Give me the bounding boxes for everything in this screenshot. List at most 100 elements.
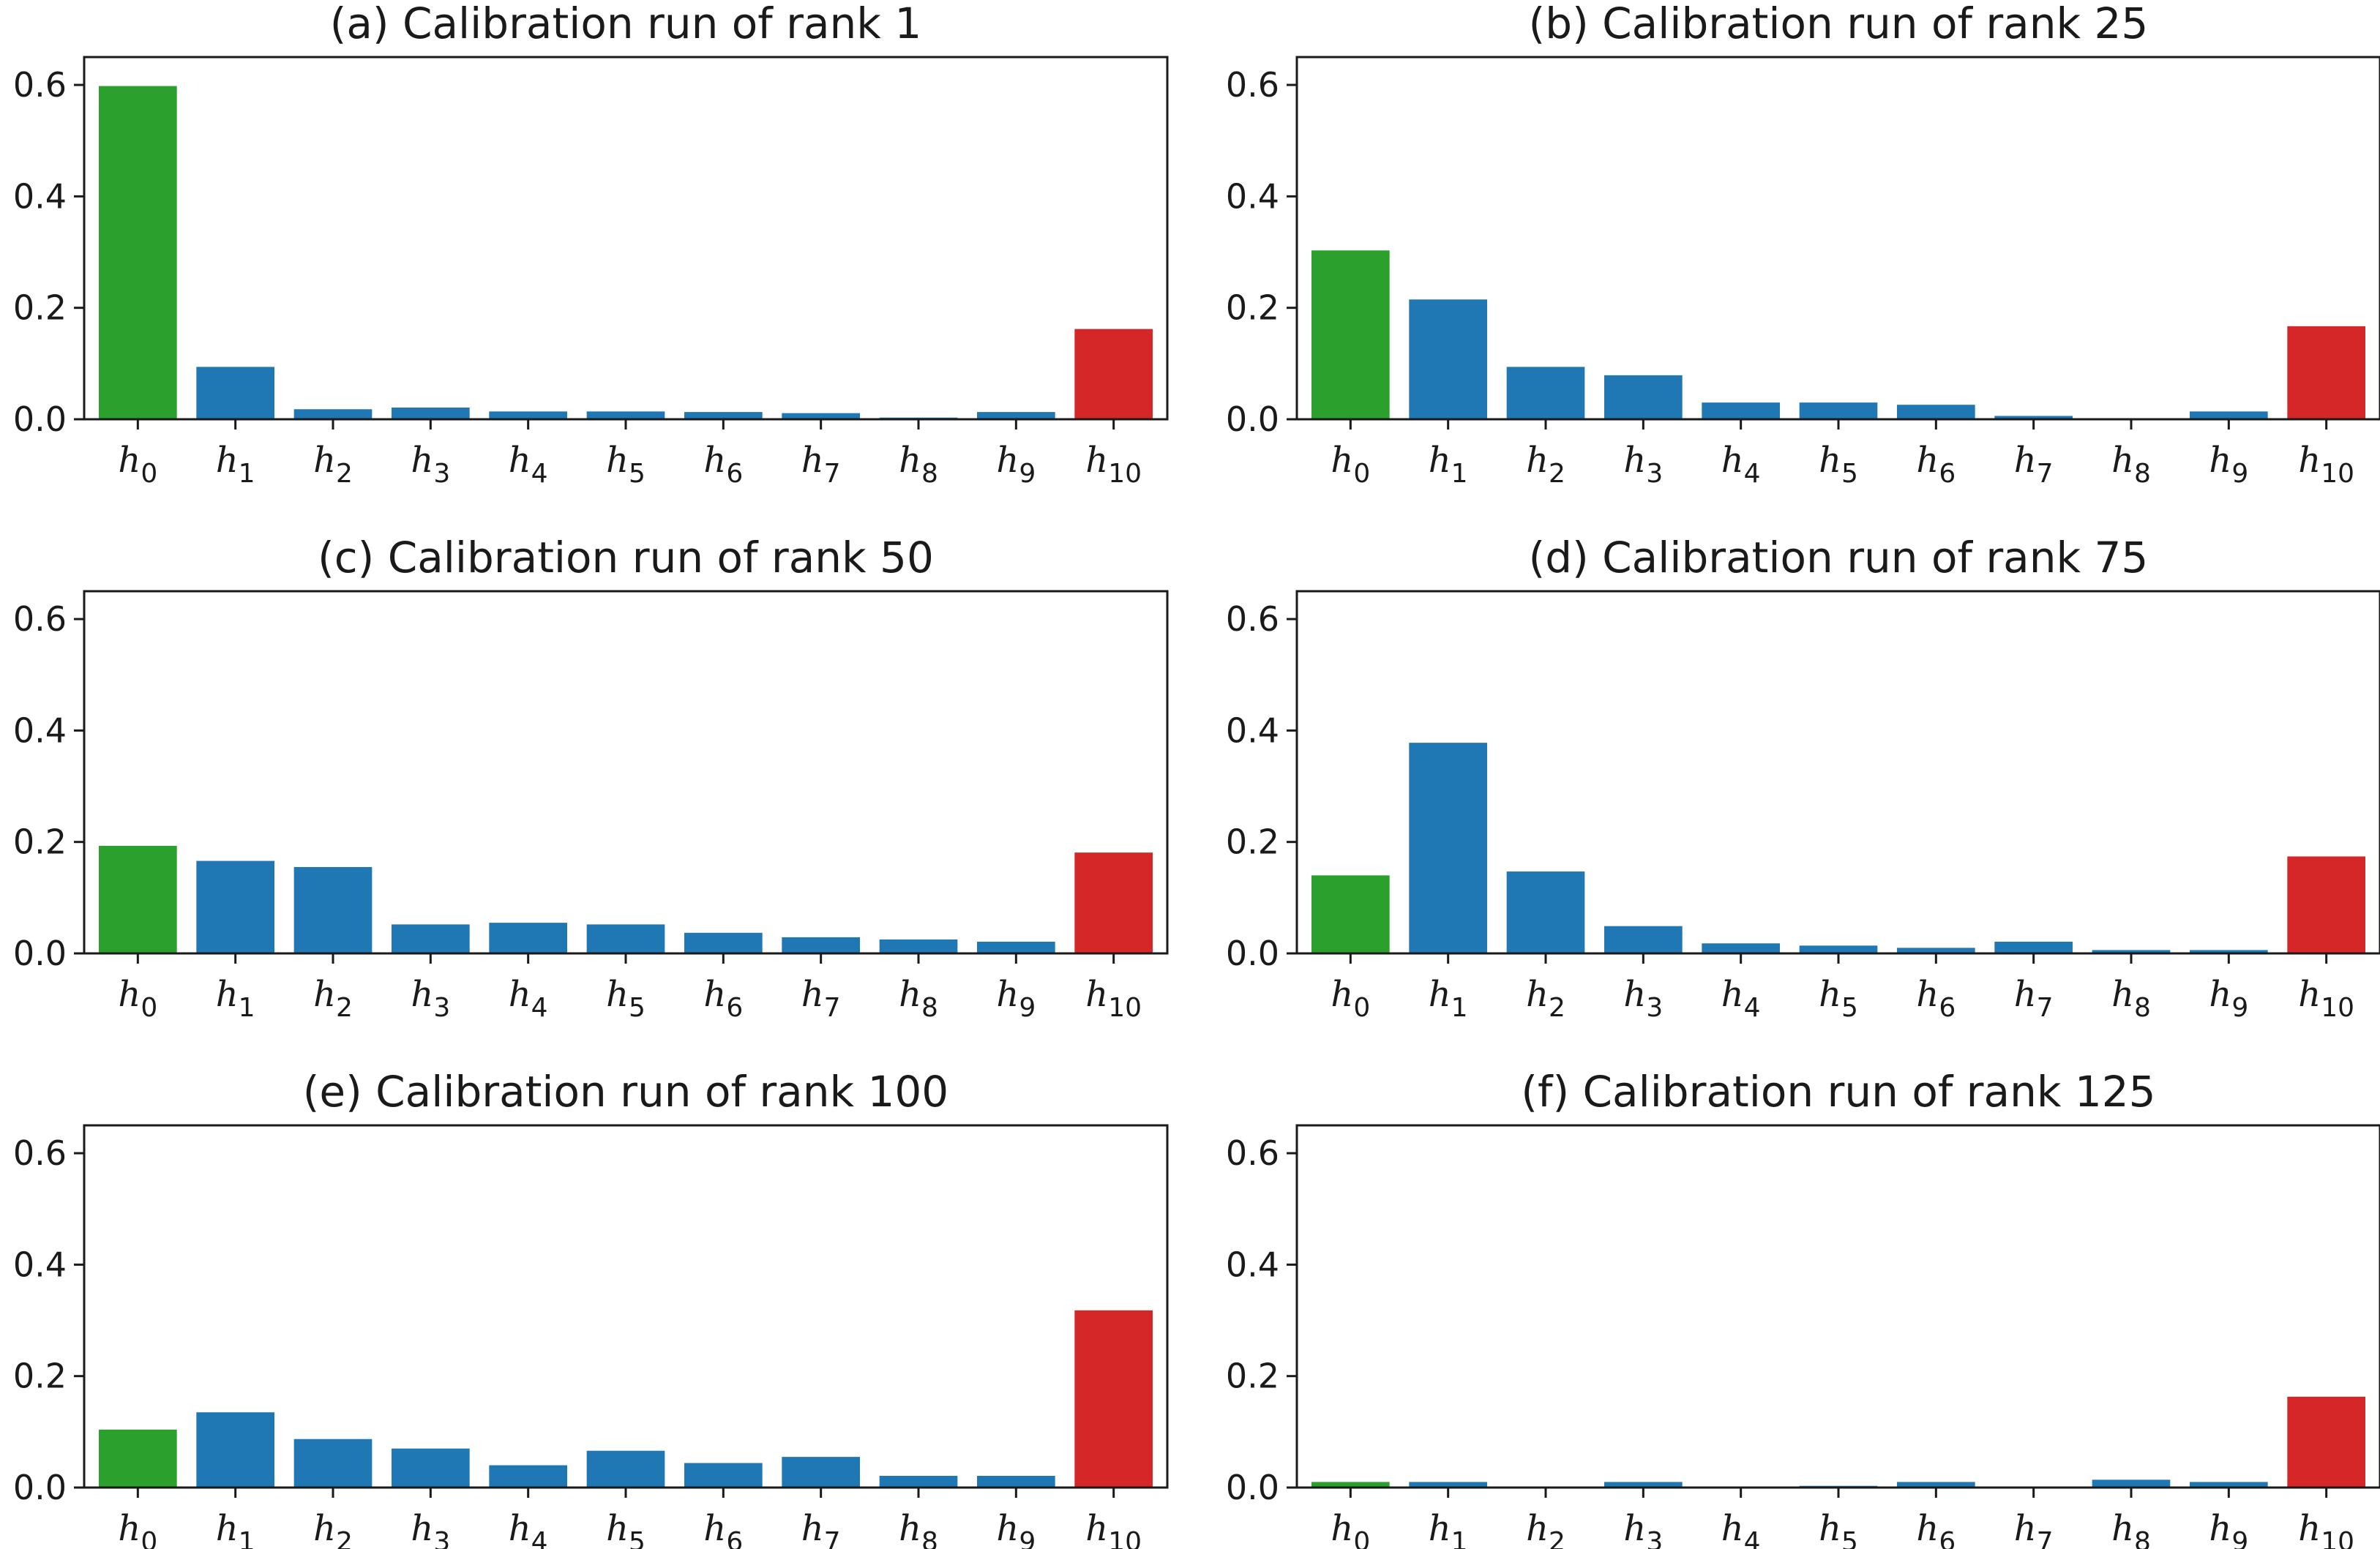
bar-h10 xyxy=(2287,1396,2365,1488)
bar-h9 xyxy=(977,942,1055,953)
x-tick-label-h7: h7 xyxy=(801,1508,841,1549)
bar-h6 xyxy=(1897,405,1975,419)
panel-e: (e) Calibration run of rank 100 0.0 0.2 0.4… xyxy=(13,1067,1169,1549)
bar-h4 xyxy=(489,1465,567,1488)
x-tick-label-h3: h3 xyxy=(1623,1508,1663,1549)
y-tick-label: 0.0 xyxy=(13,1468,67,1507)
bar-h3 xyxy=(392,408,470,419)
x-tick-label-h1: h1 xyxy=(1429,1508,1468,1549)
bar-h4 xyxy=(1702,943,1780,953)
y-tick-label: 0.2 xyxy=(13,822,67,862)
bar-h3 xyxy=(392,924,470,953)
bar-h4 xyxy=(489,411,567,419)
bar-h3 xyxy=(392,1448,470,1488)
bar-h6 xyxy=(684,932,763,953)
bar-h3 xyxy=(1604,375,1683,419)
x-tick-label-h6: h6 xyxy=(1916,440,1956,489)
x-tick-label-h7: h7 xyxy=(2014,1508,2054,1549)
bar-h7 xyxy=(782,413,860,419)
y-tick-label: 0.2 xyxy=(13,288,67,328)
bar-h2 xyxy=(1506,871,1585,953)
bar-h8 xyxy=(2092,1479,2171,1488)
bar-h0 xyxy=(1311,250,1390,419)
y-tick-label: 0.4 xyxy=(13,1245,67,1284)
y-tick-label: 0.0 xyxy=(13,400,67,439)
panel-c: (c) Calibration run of rank 50 0.0 0.2 0.4 0… xyxy=(13,533,1169,1023)
x-tick-label-h10: h10 xyxy=(2298,440,2354,489)
axes-frame xyxy=(1295,1124,2380,1489)
panel-e-title: (e) Calibration run of rank 100 xyxy=(303,1067,948,1117)
panel-a: (a) Calibration run of rank 1 0.0 0.2 0.4 0.… xyxy=(13,0,1169,489)
y-tick-label: 0.6 xyxy=(13,1133,67,1173)
bar-h2 xyxy=(1506,367,1585,419)
bar-h1 xyxy=(1409,299,1487,419)
x-tick-label-h6: h6 xyxy=(703,1508,743,1549)
x-tick-label-h5: h5 xyxy=(606,1508,645,1549)
bar-h6 xyxy=(684,412,763,419)
y-tick-label: 0.2 xyxy=(1226,1357,1279,1396)
x-tick-label-h1: h1 xyxy=(1429,974,1468,1023)
x-tick-label-h8: h8 xyxy=(2111,974,2151,1023)
y-tick-label: 0.0 xyxy=(1226,1468,1279,1507)
x-tick-label-h8: h8 xyxy=(2111,1508,2151,1549)
y-tick-label: 0.0 xyxy=(1226,934,1279,973)
x-tick-label-h2: h2 xyxy=(1526,440,1565,489)
y-tick-label: 0.6 xyxy=(13,599,67,639)
x-tick-label-h0: h0 xyxy=(118,440,157,489)
axes-frame xyxy=(83,56,1169,421)
x-tick-label-h5: h5 xyxy=(606,440,645,489)
x-tick-label-h8: h8 xyxy=(899,1508,938,1549)
x-tick-label-h1: h1 xyxy=(216,974,255,1023)
x-tick-label-h2: h2 xyxy=(313,1508,353,1549)
bar-h6 xyxy=(1897,948,1975,953)
y-tick-label: 0.4 xyxy=(1226,176,1279,216)
x-tick-label-h3: h3 xyxy=(411,1508,450,1549)
x-tick-label-h10: h10 xyxy=(2298,1508,2354,1549)
x-tick-label-h10: h10 xyxy=(1085,974,1142,1023)
x-tick-label-h10: h10 xyxy=(1085,440,1142,489)
panel-b-title: (b) Calibration run of rank 25 xyxy=(1529,0,2149,48)
x-tick-label-h6: h6 xyxy=(703,440,743,489)
bar-h7 xyxy=(782,1457,860,1488)
bar-h10 xyxy=(2287,326,2365,419)
bar-h5 xyxy=(1799,402,1878,419)
y-tick-label: 0.4 xyxy=(1226,710,1279,750)
y-tick-label: 0.4 xyxy=(1226,1245,1279,1284)
x-tick-label-h3: h3 xyxy=(1623,974,1663,1023)
bar-h0 xyxy=(1311,875,1390,953)
panel-a-title: (a) Calibration run of rank 1 xyxy=(330,0,921,48)
bar-h5 xyxy=(586,411,665,419)
y-tick-label: 0.0 xyxy=(1226,400,1279,439)
x-tick-label-h4: h4 xyxy=(1721,974,1761,1023)
x-tick-label-h0: h0 xyxy=(1331,1508,1370,1549)
x-tick-label-h4: h4 xyxy=(509,440,548,489)
x-tick-label-h9: h9 xyxy=(2209,1508,2248,1549)
x-tick-label-h10: h10 xyxy=(2298,974,2354,1023)
bar-h4 xyxy=(1702,402,1780,419)
bar-h5 xyxy=(1799,945,1878,953)
x-tick-label-h6: h6 xyxy=(703,974,743,1023)
x-tick-label-h7: h7 xyxy=(801,440,841,489)
x-tick-label-h5: h5 xyxy=(606,974,645,1023)
y-tick-label: 0.6 xyxy=(1226,599,1279,639)
y-tick-label: 0.4 xyxy=(13,710,67,750)
x-tick-label-h2: h2 xyxy=(313,440,353,489)
x-tick-label-h5: h5 xyxy=(1819,1508,1858,1549)
bar-h6 xyxy=(684,1463,763,1488)
x-tick-label-h3: h3 xyxy=(1623,440,1663,489)
x-tick-label-h8: h8 xyxy=(899,974,938,1023)
x-tick-label-h2: h2 xyxy=(1526,1508,1565,1549)
bar-h6 xyxy=(1897,1482,1975,1488)
x-tick-label-h8: h8 xyxy=(2111,440,2151,489)
bar-h9 xyxy=(2190,950,2268,953)
x-tick-label-h7: h7 xyxy=(2014,974,2054,1023)
bar-h7 xyxy=(1994,416,2073,419)
x-tick-label-h0: h0 xyxy=(118,1508,157,1549)
bar-h1 xyxy=(1409,1482,1487,1488)
bar-h2 xyxy=(293,409,373,419)
bar-h10 xyxy=(1074,1310,1153,1488)
x-tick-label-h5: h5 xyxy=(1819,440,1858,489)
x-tick-label-h4: h4 xyxy=(1721,440,1761,489)
x-tick-label-h9: h9 xyxy=(996,974,1036,1023)
bar-h0 xyxy=(1311,1482,1390,1488)
